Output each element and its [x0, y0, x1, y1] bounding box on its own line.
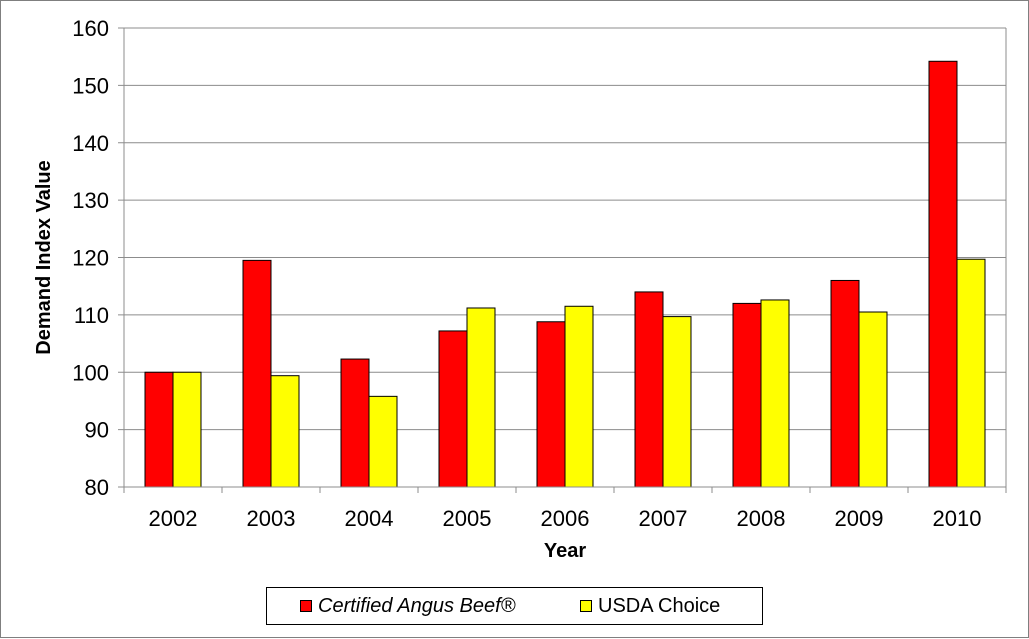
y-tick-label: 160 [72, 16, 109, 41]
bar-usda-choice-2009 [858, 311, 888, 488]
y-tick-label: 130 [72, 188, 109, 213]
y-tick-label: 120 [72, 246, 109, 271]
legend-item-usda-choice: USDA Choice [580, 588, 720, 624]
bar-certified-angus-beef-2004 [340, 358, 370, 488]
y-axis-title: Demand Index Value [33, 160, 55, 355]
legend-item-certified-angus-beef: Certified Angus Beef® [300, 588, 515, 624]
x-tick-label: 2010 [933, 506, 982, 531]
bar-certified-angus-beef-2002 [144, 371, 174, 488]
bar-usda-choice-2002 [172, 371, 202, 488]
bar-certified-angus-beef-2006 [536, 321, 566, 488]
x-tick-label: 2005 [443, 506, 492, 531]
bar-usda-choice-2005 [466, 307, 496, 488]
y-tick-label: 110 [74, 303, 109, 328]
legend-swatch-yellow [580, 600, 592, 612]
legend: Certified Angus Beef® USDA Choice [266, 587, 763, 625]
x-tick-label: 2007 [639, 506, 688, 531]
x-tick-label: 2009 [835, 506, 884, 531]
bar-usda-choice-2010 [956, 258, 986, 488]
y-tick-label: 150 [72, 73, 109, 98]
bar-usda-choice-2007 [662, 316, 692, 488]
x-axis-title: Year [544, 540, 586, 562]
y-tick-label: 140 [72, 131, 109, 156]
bar-usda-choice-2003 [270, 375, 300, 488]
bar-certified-angus-beef-2005 [438, 330, 468, 488]
legend-label: USDA Choice [598, 594, 721, 617]
bar-certified-angus-beef-2003 [242, 259, 272, 488]
legend-label: Certified Angus Beef® [318, 594, 516, 617]
bar-certified-angus-beef-2008 [732, 302, 762, 488]
x-tick-label: 2006 [541, 506, 590, 531]
legend-swatch-red [300, 600, 312, 612]
y-tick-label: 80 [85, 475, 109, 500]
x-tick-label: 2008 [737, 506, 786, 531]
axes [118, 27, 1007, 493]
y-tick-label: 90 [85, 418, 109, 443]
bar-certified-angus-beef-2007 [634, 291, 664, 488]
y-tick-label: 100 [72, 360, 109, 385]
bar-usda-choice-2008 [760, 299, 790, 488]
x-tick-label: 2004 [345, 506, 394, 531]
bar-usda-choice-2006 [564, 305, 594, 488]
x-tick-label: 2003 [247, 506, 296, 531]
x-tick-label: 2002 [149, 506, 198, 531]
bar-usda-choice-2004 [368, 395, 398, 488]
y-tick-labels: 80 90 100 110 120 130 140 150 160 [72, 16, 109, 500]
x-tick-labels: 2002 2003 2004 2005 2006 2007 2008 2009 2010 [149, 506, 982, 531]
bars [144, 60, 986, 488]
bar-certified-angus-beef-2010 [928, 60, 958, 488]
bar-certified-angus-beef-2009 [830, 279, 860, 488]
